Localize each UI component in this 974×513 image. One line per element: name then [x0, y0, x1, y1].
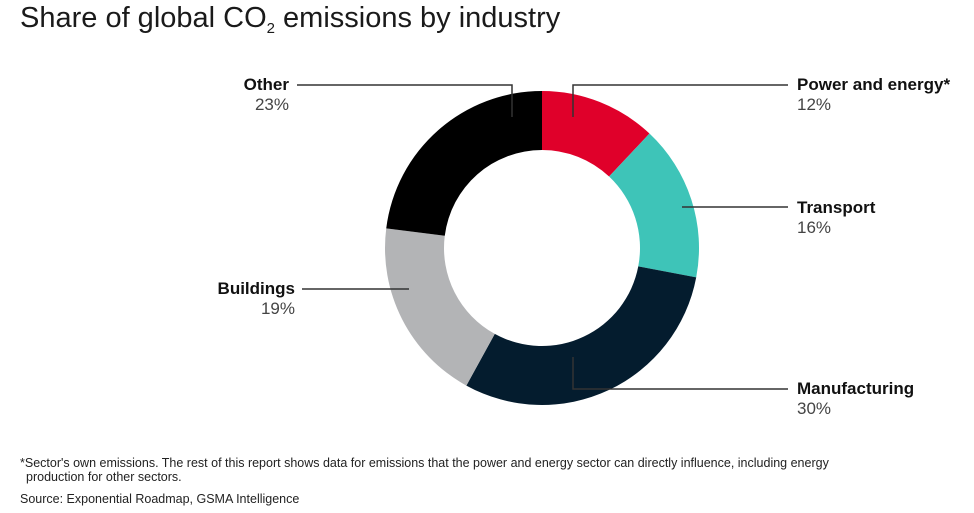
donut-slice-manufacturing — [466, 266, 697, 405]
donut-slice-other — [386, 91, 542, 236]
donut-slice-power-and-energy — [542, 91, 650, 177]
label-manufacturing: Manufacturing 30% — [797, 379, 914, 419]
label-power-and-energy: Power and energy* 12% — [797, 75, 951, 114]
label-other: Other 23% — [244, 75, 289, 115]
chart-title: Share of global CO2 emissions by industr… — [20, 2, 561, 37]
label-buildings: Buildings 19% — [218, 279, 295, 319]
donut-slice-buildings — [385, 228, 495, 386]
leader-line-other — [297, 84, 513, 117]
slice-value: 30% — [797, 399, 832, 418]
slice-name: Transport — [797, 198, 876, 217]
slice-name: Other — [243, 75, 289, 94]
slice-value: 16% — [797, 218, 832, 237]
slice-name: Manufacturing — [797, 379, 915, 398]
footnote: *Sector's own emissions. The rest of thi… — [20, 456, 829, 484]
slice-name: Power and energy — [797, 75, 944, 94]
slice-name: Buildings — [217, 279, 295, 298]
slice-value: 12% — [797, 95, 832, 114]
slice-value: 23% — [254, 95, 289, 114]
slice-value: 19% — [260, 299, 295, 318]
label-transport: Transport 16% — [797, 198, 875, 238]
donut-slice-transport — [609, 133, 699, 278]
leader-line-power-and-energy — [572, 84, 788, 117]
leader-line-manufacturing — [572, 357, 788, 390]
source-note: Source: Exponential Roadmap, GSMA Intell… — [20, 492, 300, 506]
